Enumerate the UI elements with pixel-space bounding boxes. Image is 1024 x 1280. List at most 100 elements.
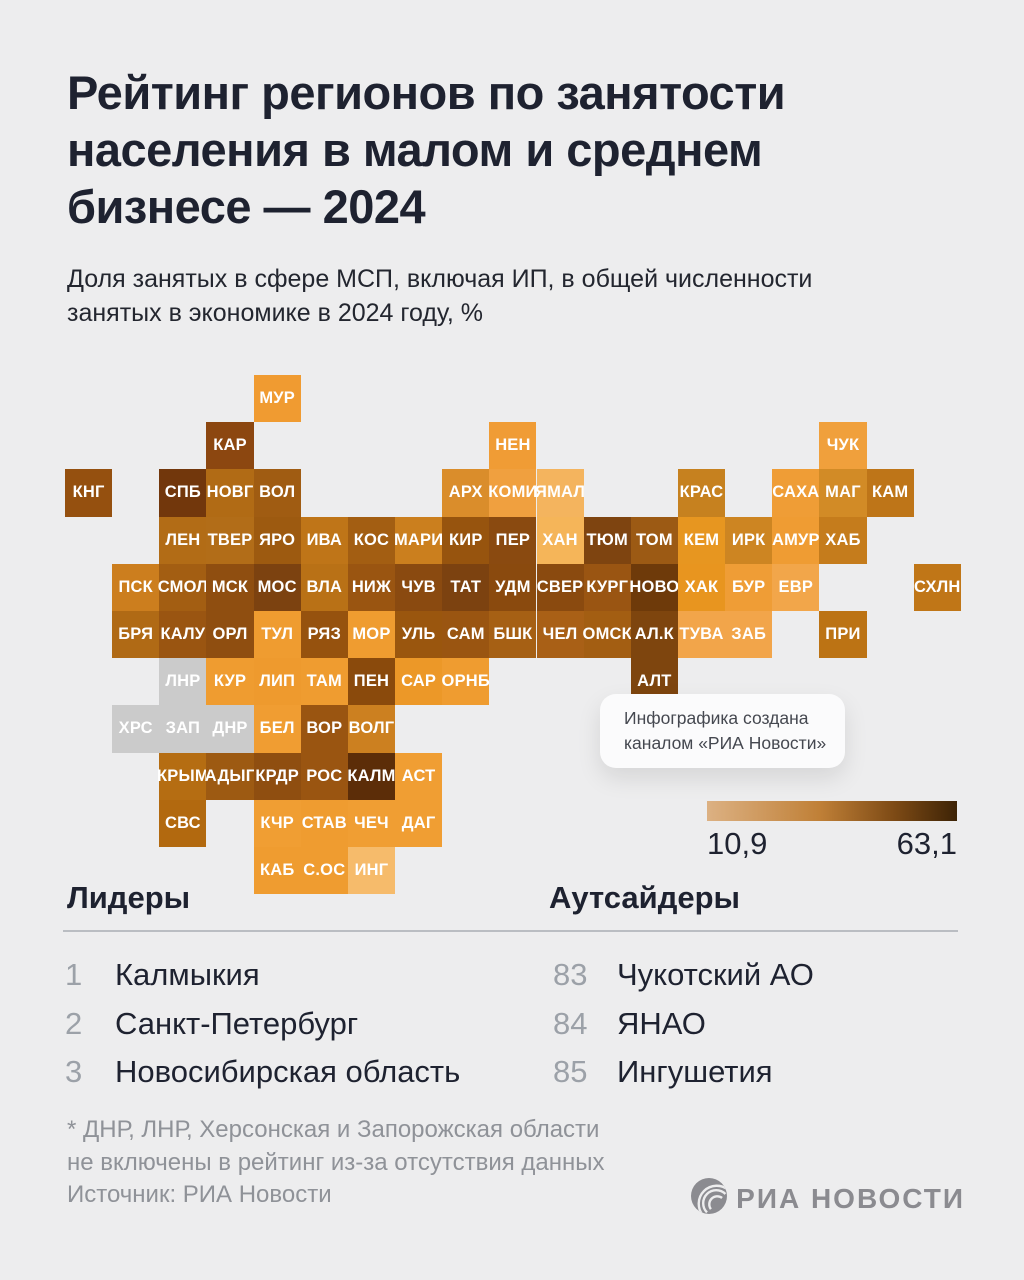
region-tile: ВЛА xyxy=(300,563,348,611)
region-tile: ТАТ xyxy=(442,563,490,611)
region-tile: МАРИ xyxy=(394,516,443,564)
region-tile: ОРНБ xyxy=(442,658,490,706)
region-tile: КЕМ xyxy=(677,516,726,564)
leaders-list: 1 Калмыкия 2 Санкт-Петербург 3 Новосибир… xyxy=(65,957,525,1103)
region-tile: КИР xyxy=(442,516,490,564)
section-divider xyxy=(63,930,958,932)
region-tile: БРЯ xyxy=(112,611,160,659)
region-tile: НИЖ xyxy=(347,563,396,611)
region-tile: МОС xyxy=(253,563,301,611)
region-tile: АРХ xyxy=(442,469,490,517)
footnote-line1: * ДНР, ЛНР, Херсонская и Запорожская обл… xyxy=(67,1116,600,1143)
region-tile: ЛНР xyxy=(159,658,207,706)
region-tile: КРАС xyxy=(677,469,726,517)
info-card-line2: каналом «РИА Новости» xyxy=(624,733,827,753)
globe-icon xyxy=(691,1178,728,1219)
region-tile: ТУЛ xyxy=(253,611,301,659)
region-tile: РЯЗ xyxy=(300,611,348,659)
region-tile: КОМИ xyxy=(488,469,537,517)
info-card-line1: Инфографика создана xyxy=(624,708,809,728)
region-tile: БУР xyxy=(725,563,773,611)
legend-gradient-bar xyxy=(707,801,957,821)
region-tile: ПРИ xyxy=(819,611,867,659)
leader-row: 3 Новосибирская область xyxy=(65,1054,525,1103)
region-tile: АДЫГ xyxy=(205,752,255,800)
region-tile: ОРЛ xyxy=(206,611,254,659)
region-tile: ХАН xyxy=(536,516,584,564)
region-tile: АМУР xyxy=(772,516,819,564)
region-tile: ЯМАЛ xyxy=(535,469,585,517)
region-tile: НОВО xyxy=(629,563,679,611)
region-tile: ЧЕЧ xyxy=(347,799,396,847)
page-title-line2: населения в малом и среднем xyxy=(67,123,763,176)
region-tile: КАБ xyxy=(253,847,301,895)
region-tile: ДАГ xyxy=(395,799,443,847)
outsiders-list: 83 Чукотский АО 84 ЯНАО 85 Ингушетия xyxy=(553,957,1013,1103)
leader-row: 1 Калмыкия xyxy=(65,957,525,1006)
outsider-name: Ингушетия xyxy=(617,1054,773,1089)
tile-map: МУР КАР НЕН ЧУК КНГ СПБ НОВГ ВОЛ АРХ КОМИ ЯМАЛ КРАС… xyxy=(65,375,980,895)
region-tile: СВЕР xyxy=(536,563,584,611)
region-tile: ЧУВ xyxy=(395,563,443,611)
region-tile: КУР xyxy=(206,658,254,706)
region-tile: СХЛН xyxy=(913,563,961,611)
region-tile: БШК xyxy=(489,611,537,659)
region-tile: ВОЛГ xyxy=(347,705,396,753)
source-note: Источник: РИА Новости xyxy=(67,1181,332,1208)
outsider-row: 83 Чукотский АО xyxy=(553,957,1013,1006)
region-tile: ТОМ xyxy=(630,516,678,564)
region-tile: САМ xyxy=(442,611,490,659)
leader-rank: 1 xyxy=(65,957,83,992)
region-tile: УЛЬ xyxy=(395,611,443,659)
region-tile: ДНР xyxy=(206,705,254,753)
page-title: Рейтинг регионов по занятости населения … xyxy=(67,64,977,235)
page-subtitle-line1: Доля занятых в сфере МСП, включая ИП, в … xyxy=(67,265,813,293)
region-tile: СМОЛ xyxy=(158,563,208,611)
region-tile: МСК xyxy=(206,563,254,611)
region-tile: ИВА xyxy=(300,516,348,564)
region-tile: ИНГ xyxy=(347,847,396,895)
region-tile: КАЛМ xyxy=(347,752,395,800)
region-tile: КАР xyxy=(206,422,254,470)
leader-rank: 2 xyxy=(65,1005,83,1041)
outsider-rank: 85 xyxy=(553,1054,588,1089)
region-tile: НОВГ xyxy=(206,469,254,517)
region-tile: ЗАП xyxy=(159,705,207,753)
page-subtitle: Доля занятых в сфере МСП, включая ИП, в … xyxy=(67,262,927,330)
region-tile: ИРК xyxy=(725,516,773,564)
info-card: Инфографика создана каналом «РИА Новости… xyxy=(600,694,845,768)
page-title-line3: бизнесе — 2024 xyxy=(67,180,426,233)
region-tile: РОС xyxy=(300,752,348,800)
region-tile: ТЮМ xyxy=(583,516,631,564)
outsider-name: ЯНАО xyxy=(617,1005,706,1041)
footnote: * ДНР, ЛНР, Херсонская и Запорожская обл… xyxy=(67,1113,687,1179)
region-tile: ОМСК xyxy=(583,611,632,659)
region-tile: НЕН xyxy=(489,422,537,470)
leaders-heading: Лидеры xyxy=(67,880,191,915)
legend-max-label: 63,1 xyxy=(896,826,957,861)
region-tile: ТАМ xyxy=(300,658,348,706)
leader-row: 2 Санкт-Петербург xyxy=(65,1006,525,1055)
region-tile: ПСК xyxy=(112,563,160,611)
region-tile: ХАБ xyxy=(819,516,867,564)
region-tile: КУРГ xyxy=(583,563,631,611)
leader-name: Калмыкия xyxy=(115,957,260,992)
ria-logo: РИА НОВОСТИ xyxy=(691,1178,965,1219)
outsider-row: 85 Ингушетия xyxy=(553,1054,1013,1103)
region-tile: ПЕР xyxy=(489,516,537,564)
region-tile: КОС xyxy=(347,516,396,564)
region-tile: ЯРО xyxy=(253,516,301,564)
region-tile: БЕЛ xyxy=(253,705,301,753)
region-tile: КРДР xyxy=(253,752,301,800)
outsider-row: 84 ЯНАО xyxy=(553,1006,1013,1055)
region-tile: САР xyxy=(395,658,443,706)
region-tile: ХАК xyxy=(677,563,726,611)
leader-rank: 3 xyxy=(65,1054,83,1089)
page-title-line1: Рейтинг регионов по занятости xyxy=(67,66,786,119)
region-tile: ВОР xyxy=(300,705,348,753)
region-tile: СВС xyxy=(159,799,207,847)
outsider-name: Чукотский АО xyxy=(617,957,814,992)
region-tile: ХРС xyxy=(112,705,160,753)
region-tile: СПБ xyxy=(159,469,207,517)
region-tile: ЧЕЛ xyxy=(536,611,584,659)
